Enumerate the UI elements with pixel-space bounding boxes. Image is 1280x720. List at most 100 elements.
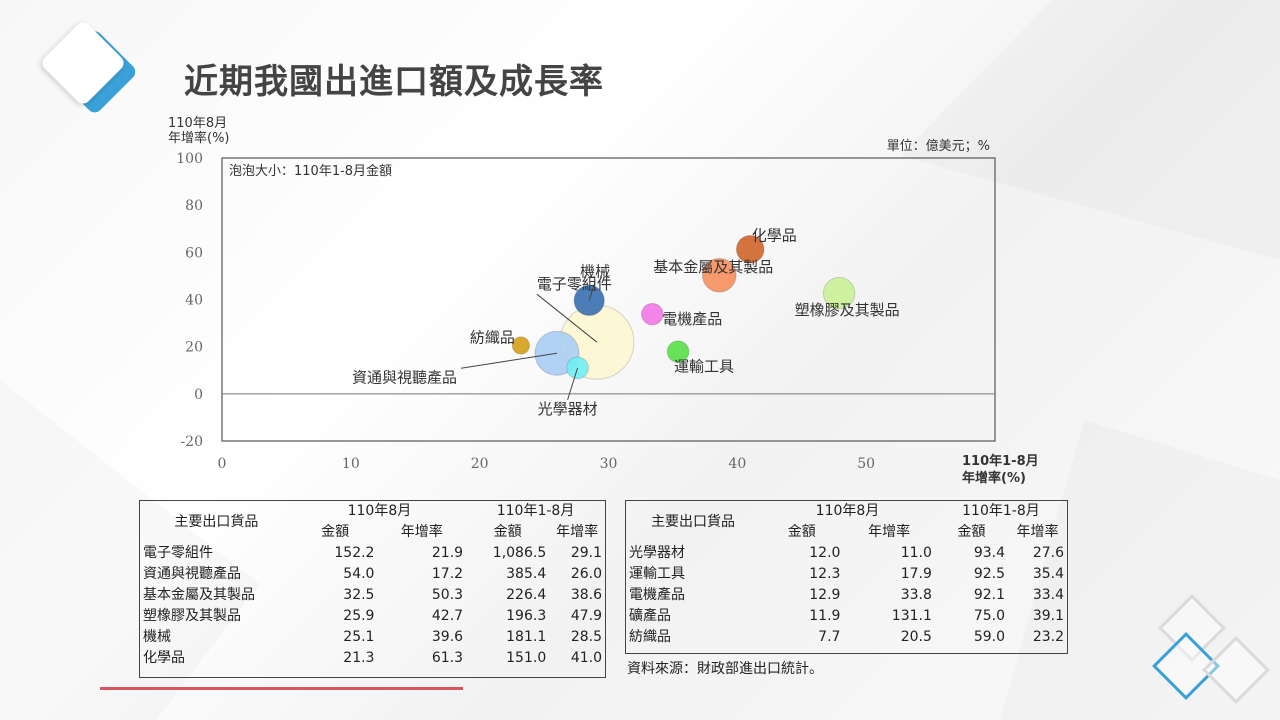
table-header-item: 主要出口貨品 (174, 513, 259, 530)
table-cell-value: 25.9 (343, 608, 375, 624)
table-cell-value: 61.3 (431, 650, 464, 666)
table-cell-value: 50.3 (431, 587, 464, 603)
table-row: 塑橡膠及其製品 25.9 42.7 196.3 47.9 (140, 606, 605, 627)
table-cell-value: 25.1 (343, 629, 375, 645)
bubble (641, 302, 664, 326)
table-cell-value: 54.0 (343, 566, 375, 582)
table-header-group2: 110年1-8月 (962, 503, 1040, 519)
y-axis-title: 年增率(%) (168, 130, 230, 146)
table-cell-item: 運輸工具 (629, 566, 685, 582)
x-tick-label: 40 (728, 456, 746, 472)
table-cell-value: 47.9 (570, 608, 602, 624)
table-cell-value: 23.2 (1032, 629, 1064, 645)
table-cell-value: 33.8 (900, 587, 932, 603)
x-tick-label: 30 (600, 456, 618, 472)
table-cell-value: 17.2 (431, 566, 464, 582)
table-cell-item: 電機產品 (629, 587, 685, 603)
table-cell-value: 17.9 (900, 566, 932, 582)
table-cell-item: 光學器材 (629, 545, 685, 561)
table-cell-value: 385.4 (506, 566, 547, 582)
table-col-amount: 金額 (957, 524, 986, 540)
bubble-label: 塑橡膠及其製品 (795, 301, 900, 319)
table-cell-item: 紡織品 (629, 629, 671, 645)
bubble-size-note: 泡泡大小：110年1-8月金額 (229, 163, 392, 179)
table-header-item: 主要出口貨品 (651, 513, 736, 530)
table-header-group2: 110年1-8月 (496, 503, 575, 519)
table-row: 運輸工具 12.3 17.9 92.5 35.4 (626, 564, 1067, 585)
table-cell-value: 42.7 (431, 608, 464, 624)
table-cell-value: 7.7 (818, 629, 841, 645)
y-tick-label: 0 (194, 387, 203, 403)
table-cell-value: 1,086.5 (492, 545, 547, 561)
table-cell-value: 92.1 (973, 587, 1006, 603)
bubble-label: 紡織品 (470, 328, 515, 346)
page-title: 近期我國出進口額及成長率 (184, 62, 604, 102)
x-tick-label: 10 (342, 456, 360, 472)
table-cell-value: 32.5 (343, 587, 375, 603)
table-row: 機械 25.1 39.6 181.1 28.5 (140, 627, 605, 648)
bubble-label: 機械 (580, 262, 610, 280)
x-tick-label: 0 (218, 456, 227, 472)
table-cell-item: 塑橡膠及其製品 (143, 608, 241, 624)
table-cell-value: 38.6 (570, 587, 602, 603)
table-row: 光學器材 12.0 11.0 93.4 27.6 (626, 543, 1067, 564)
table-cell-item: 資通與視聽產品 (143, 566, 241, 582)
table-cell-item: 電子零組件 (143, 545, 213, 561)
table-cell-value: 21.9 (431, 545, 464, 561)
x-tick-label: 50 (857, 456, 875, 472)
bubble-label: 化學品 (752, 226, 797, 244)
table-cell-value: 152.2 (334, 545, 375, 561)
y-tick-label: 100 (176, 151, 203, 167)
leader-line (460, 352, 558, 369)
table-cell-value: 11.9 (809, 608, 841, 624)
bubble-label: 資通與視聽產品 (352, 368, 457, 386)
bubble-label: 運輸工具 (674, 358, 734, 376)
table-cell-value: 131.1 (891, 608, 932, 624)
table-cell-item: 化學品 (143, 650, 185, 666)
table-cell-value: 12.3 (809, 566, 841, 582)
table-cell-value: 20.5 (900, 629, 932, 645)
bubble-label: 光學器材 (538, 400, 598, 418)
table-col-growth: 年增率 (400, 524, 443, 540)
table-cell-value: 151.0 (506, 650, 547, 666)
table-cell-value: 35.4 (1032, 566, 1064, 582)
export-table-left: 主要出口貨品 110年8月 110年1-8月 金額 年增率 金額 年增率 電子零… (139, 500, 606, 678)
x-axis-title: 110年1-8月 (962, 453, 1039, 469)
y-tick-label: 80 (185, 198, 203, 214)
y-tick-label: 20 (185, 340, 203, 356)
table-row: 電機產品 12.9 33.8 92.1 33.4 (626, 585, 1067, 606)
accent-underline (100, 687, 463, 690)
export-table-right: 主要出口貨品 110年8月 110年1-8月 金額 年增率 金額 年增率 光學器… (625, 500, 1068, 654)
table-cell-value: 181.1 (506, 629, 547, 645)
table-col-growth: 年增率 (556, 524, 599, 540)
leader-line (588, 281, 596, 301)
bubble-label: 基本金屬及其製品 (653, 258, 773, 276)
y-tick-label: 40 (185, 293, 203, 309)
table-col-amount: 金額 (493, 524, 522, 540)
bubble (666, 340, 690, 363)
table-col-amount: 金額 (787, 524, 816, 540)
table-cell-value: 26.0 (570, 566, 602, 582)
y-axis-title: 110年8月 (168, 116, 227, 131)
table-header-group1: 110年8月 (347, 503, 412, 519)
table-row: 紡織品 7.7 20.5 59.0 23.2 (626, 627, 1067, 648)
table-cell-value: 21.3 (343, 650, 375, 666)
table-row: 基本金屬及其製品 32.5 50.3 226.4 38.6 (140, 585, 605, 606)
table-cell-value: 33.4 (1032, 587, 1064, 603)
table-cell-item: 基本金屬及其製品 (143, 587, 255, 603)
table-cell-value: 226.4 (506, 587, 547, 603)
table-row: 電子零組件 152.2 21.9 1,086.5 29.1 (140, 543, 605, 564)
table-col-amount: 金額 (321, 524, 350, 540)
table-cell-value: 11.0 (900, 545, 932, 561)
table-col-growth: 年增率 (868, 524, 911, 540)
table-cell-value: 29.1 (570, 545, 602, 561)
table-cell-value: 39.6 (431, 629, 464, 645)
leader-line (536, 293, 598, 343)
table-cell-value: 12.0 (809, 545, 841, 561)
table-row: 資通與視聽產品 54.0 17.2 385.4 26.0 (140, 564, 605, 585)
y-tick-label: -20 (180, 434, 203, 450)
x-axis-title: 年增率(%) (962, 470, 1026, 486)
unit-note: 單位：億美元；% (887, 138, 990, 154)
x-tick-label: 20 (471, 456, 489, 472)
source-note: 資料來源：財政部進出口統計。 (627, 661, 823, 677)
